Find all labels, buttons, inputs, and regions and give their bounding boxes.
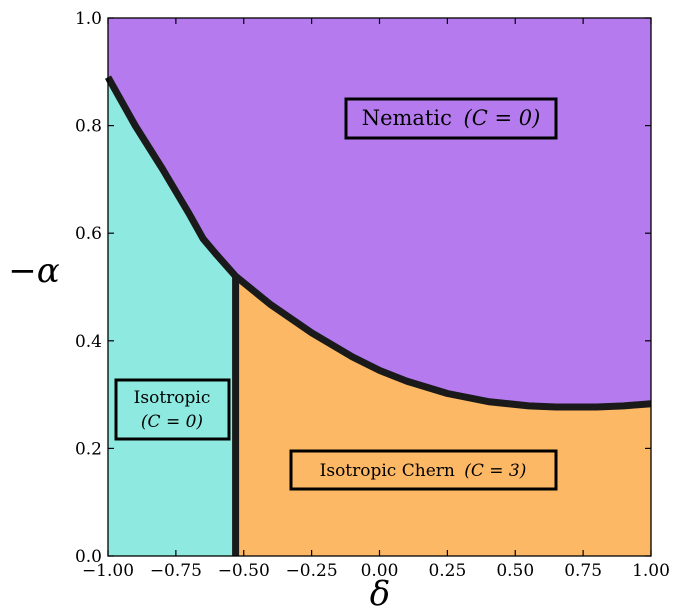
x-tick-label: 0.00 [361,561,399,581]
y-tick-label: 0.0 [75,547,102,567]
chern-region [235,276,651,556]
svg-text:Nematic (C = 0): Nematic (C = 0) [362,106,541,130]
isotropic-label-box: Isotropic (C = 0) [114,378,231,441]
isotropic-label: Isotropic [134,388,211,408]
chern-chern-number: (C = 3) [464,461,526,481]
y-tick-labels: 0.0 0.2 0.4 0.6 0.8 1.0 [75,9,102,567]
chern-label: Isotropic Chern [320,461,455,481]
phase-boundaries [104,75,652,556]
x-tick-label: 1.00 [632,561,670,581]
y-tick-label: 0.2 [75,439,102,459]
y-tick-label: 0.4 [75,332,102,352]
nematic-label-box: Nematic (C = 0) [344,97,558,140]
x-tick-label: −1.00 [82,561,134,581]
svg-text:Isotropic Chern (C = 3): Isotropic Chern (C = 3) [320,461,527,481]
x-tick-labels: −1.00 −0.75 −0.50 −0.25 0.00 0.25 0.50 0.75 1.00 [82,561,670,581]
x-tick-label: −0.50 [218,561,270,581]
chern-label-box: Isotropic Chern (C = 3) [289,449,558,491]
x-tick-label: 0.75 [564,561,602,581]
isotropic-region [108,77,236,556]
nematic-region [108,18,651,407]
boundary-chern-nematic [233,273,652,411]
nematic-chern-number: (C = 0) [464,106,541,130]
y-axis-title: −α [8,251,59,291]
x-tick-label: 0.50 [496,561,534,581]
x-axis-title: δ [370,574,390,610]
phase-regions [108,18,651,556]
y-tick-label: 0.6 [75,224,102,244]
x-tick-label: −0.75 [150,561,202,581]
y-tick-label: 0.8 [75,117,102,137]
nematic-label: Nematic [362,106,452,130]
boundary-isotropic-nematic [104,75,239,279]
x-tick-label: −0.25 [286,561,338,581]
x-tick-label: 0.25 [428,561,466,581]
y-tick-label: 1.0 [75,9,102,29]
axis-ticks [107,17,652,557]
isotropic-chern-number: (C = 0) [141,412,203,432]
